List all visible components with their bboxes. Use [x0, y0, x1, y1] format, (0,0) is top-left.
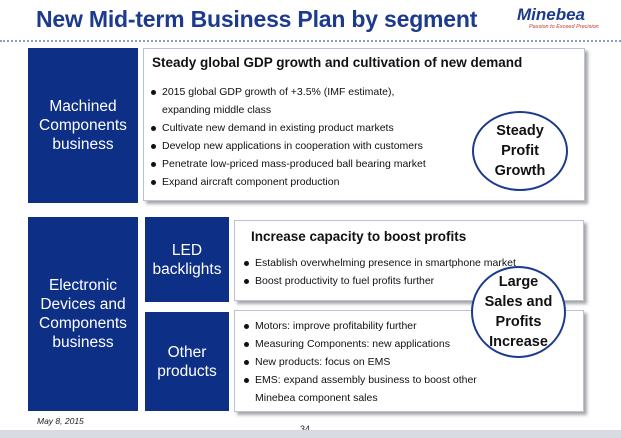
list-item: Boost productivity to fuel profits furth…: [243, 272, 563, 290]
led-heading: Increase capacity to boost profits: [251, 229, 467, 244]
list-item-continuation: expanding middle class: [162, 104, 272, 116]
company-logo: Minebea Passion to Exceed Precision: [517, 6, 617, 31]
machined-heading: Steady global GDP growth and cultivation…: [152, 55, 523, 70]
list-item: Measuring Components: new applications: [243, 335, 543, 353]
list-item: Motors: improve profitability further: [243, 317, 543, 335]
large-sales-profits-badge: Large Sales and Profits Increase: [471, 266, 566, 358]
list-item: Penetrate low-priced mass-produced ball …: [150, 155, 480, 173]
machined-bullet-list: 2015 global GDP growth of +3.5% (IMF est…: [150, 83, 480, 191]
segment-machined-components: Machined Components business: [28, 48, 138, 203]
segment-machined-label: Machined Components business: [39, 98, 127, 153]
list-item: Expand aircraft component production: [150, 173, 480, 191]
other-products-details-panel: Motors: improve profitability further Me…: [234, 310, 584, 412]
list-item: Develop new applications in cooperation …: [150, 137, 480, 155]
other-products-label: Other products: [157, 343, 217, 380]
list-item: Establish overwhelming presence in smart…: [243, 254, 563, 272]
logo-wordmark: Minebea: [517, 5, 586, 24]
steady-profit-growth-badge: Steady Profit Growth: [472, 111, 568, 191]
subsegment-led-backlights: LED backlights: [145, 217, 229, 302]
other-products-bullet-list: Motors: improve profitability further Me…: [243, 317, 543, 407]
subsegment-other-products: Other products: [145, 312, 229, 411]
segment-electronic-devices: Electronic Devices and Components busine…: [28, 217, 138, 411]
page-title: New Mid-term Business Plan by segment: [36, 6, 478, 32]
footer-band: [0, 430, 621, 438]
footer-date: May 8, 2015: [37, 416, 84, 426]
logo-tagline: Passion to Exceed Precision: [529, 24, 599, 30]
list-item: Cultivate new demand in existing product…: [150, 119, 480, 137]
list-item: EMS: expand assembly business to boost o…: [243, 371, 543, 389]
title-divider: [0, 40, 621, 42]
list-item: 2015 global GDP growth of +3.5% (IMF est…: [150, 83, 480, 101]
segment-electronic-label: Electronic Devices and Components busine…: [39, 277, 127, 351]
led-label: LED backlights: [152, 241, 222, 278]
page-number: 34: [300, 424, 311, 434]
list-item-continuation: Minebea component sales: [255, 392, 378, 404]
list-item: New products: focus on EMS: [243, 353, 543, 371]
led-bullet-list: Establish overwhelming presence in smart…: [243, 254, 563, 290]
